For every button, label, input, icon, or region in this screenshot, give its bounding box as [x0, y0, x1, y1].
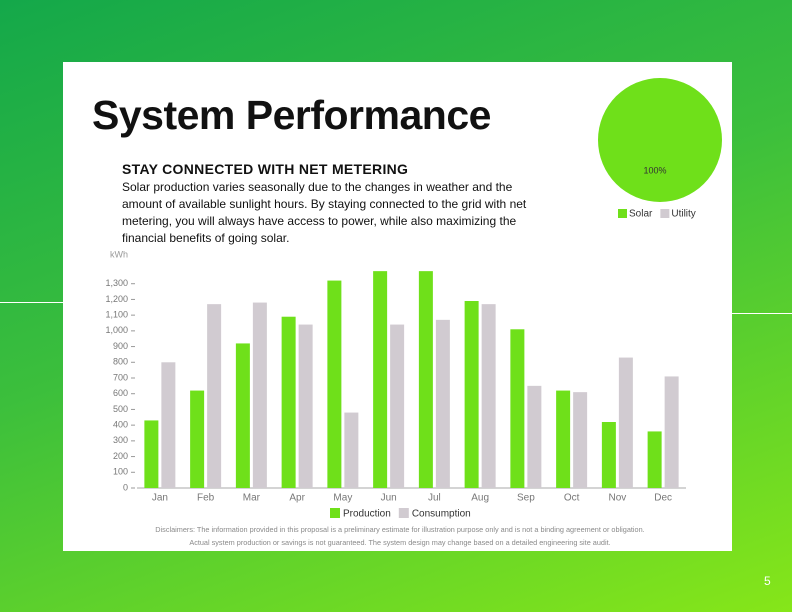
pie-slice	[598, 78, 722, 202]
y-tick-label: 1,300	[105, 278, 128, 288]
bar	[527, 385, 542, 488]
bar	[435, 319, 450, 488]
bar	[344, 412, 359, 488]
y-tick-label: 500	[113, 404, 128, 414]
x-tick-label: Dec	[654, 493, 672, 504]
legend-swatch	[398, 508, 409, 518]
legend-swatch	[330, 508, 340, 518]
bar	[327, 280, 342, 488]
page-number: 5	[764, 574, 771, 588]
x-tick-label: Nov	[608, 493, 626, 504]
legend-label: Utility	[671, 209, 695, 220]
legend-label: Consumption	[412, 509, 471, 520]
bar	[298, 324, 313, 488]
bar	[373, 271, 388, 488]
bar	[390, 324, 405, 488]
decor-rule	[0, 302, 63, 303]
bar	[464, 301, 479, 488]
y-tick-label: 300	[113, 435, 128, 445]
bar	[207, 304, 222, 488]
bar	[601, 422, 616, 488]
x-tick-label: Oct	[564, 493, 580, 504]
bar	[647, 431, 662, 488]
disclaimer: Actual system production or savings is n…	[189, 538, 610, 547]
bar	[481, 304, 496, 488]
y-tick-label: 700	[113, 372, 128, 382]
bar	[573, 392, 588, 488]
y-tick-label: 400	[113, 420, 128, 430]
y-tick-label: 600	[113, 388, 128, 398]
y-tick-label: 800	[113, 357, 128, 367]
y-tick-label: 900	[113, 341, 128, 351]
x-tick-label: Jul	[428, 493, 441, 504]
bar	[281, 316, 296, 488]
y-tick-label: 1,000	[105, 325, 128, 335]
legend-swatch	[618, 209, 627, 218]
section-heading: STAY CONNECTED WITH NET METERING	[122, 161, 409, 177]
bar	[161, 362, 176, 488]
bar	[664, 376, 679, 488]
bar	[144, 420, 159, 488]
x-tick-label: Sep	[517, 493, 535, 504]
pie-value-label: 100%	[643, 165, 666, 175]
legend-swatch	[660, 209, 670, 218]
x-tick-label: May	[333, 493, 352, 504]
bar	[252, 302, 267, 488]
x-tick-label: Apr	[289, 493, 305, 504]
page-title: System Performance	[92, 92, 491, 138]
y-tick-label: 1,200	[105, 294, 128, 304]
disclaimer: Disclaimers: The information provided in…	[155, 525, 644, 534]
body-text: Solar production varies seasonally due t…	[122, 180, 527, 245]
bar	[556, 390, 571, 488]
y-tick-label: 0	[123, 482, 128, 492]
y-tick-label: 200	[113, 451, 128, 461]
decor-rule	[732, 313, 792, 314]
bar	[190, 390, 205, 488]
x-tick-label: Jan	[152, 493, 168, 504]
x-tick-label: Feb	[197, 493, 215, 504]
bar	[618, 357, 633, 488]
bar	[418, 271, 433, 488]
bar	[510, 329, 525, 488]
x-tick-label: Aug	[471, 493, 489, 504]
y-tick-label: 1,100	[105, 310, 128, 320]
y-tick-label: 100	[113, 467, 128, 477]
bar	[235, 343, 250, 488]
x-tick-label: Mar	[243, 493, 261, 504]
y-axis-label: kWh	[110, 249, 128, 259]
x-tick-label: Jun	[381, 493, 397, 504]
legend-label: Solar	[629, 209, 653, 220]
legend-label: Production	[343, 509, 391, 520]
